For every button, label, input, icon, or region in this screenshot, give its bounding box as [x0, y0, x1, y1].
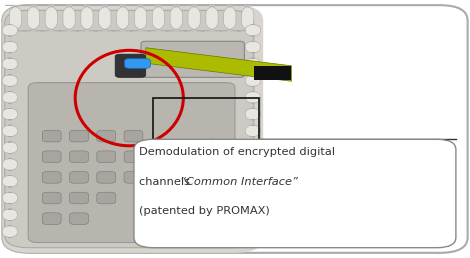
FancyBboxPatch shape: [245, 108, 260, 120]
FancyBboxPatch shape: [237, 5, 258, 31]
FancyBboxPatch shape: [112, 5, 133, 31]
FancyBboxPatch shape: [2, 142, 17, 154]
FancyBboxPatch shape: [97, 151, 116, 163]
FancyBboxPatch shape: [184, 5, 204, 31]
FancyBboxPatch shape: [2, 5, 263, 253]
FancyBboxPatch shape: [245, 226, 260, 237]
FancyBboxPatch shape: [42, 130, 61, 142]
FancyBboxPatch shape: [70, 151, 88, 163]
FancyBboxPatch shape: [94, 5, 115, 31]
FancyBboxPatch shape: [245, 142, 260, 154]
FancyBboxPatch shape: [97, 192, 116, 204]
FancyBboxPatch shape: [70, 192, 88, 204]
FancyBboxPatch shape: [2, 125, 17, 137]
FancyBboxPatch shape: [148, 5, 169, 31]
FancyBboxPatch shape: [2, 25, 17, 36]
FancyBboxPatch shape: [2, 92, 17, 103]
FancyBboxPatch shape: [245, 25, 260, 36]
FancyBboxPatch shape: [5, 10, 254, 248]
FancyBboxPatch shape: [166, 5, 187, 31]
FancyBboxPatch shape: [141, 41, 244, 77]
FancyBboxPatch shape: [245, 58, 260, 70]
FancyBboxPatch shape: [2, 75, 17, 86]
FancyBboxPatch shape: [2, 192, 17, 204]
FancyBboxPatch shape: [2, 159, 17, 170]
FancyBboxPatch shape: [130, 5, 151, 31]
Text: “Common Interface”: “Common Interface”: [180, 177, 298, 187]
FancyBboxPatch shape: [5, 5, 26, 31]
FancyBboxPatch shape: [70, 213, 88, 224]
FancyBboxPatch shape: [245, 41, 260, 53]
FancyBboxPatch shape: [245, 192, 260, 204]
FancyBboxPatch shape: [59, 5, 79, 31]
FancyBboxPatch shape: [42, 192, 61, 204]
FancyBboxPatch shape: [134, 139, 456, 248]
FancyBboxPatch shape: [97, 130, 116, 142]
Text: channels: channels: [139, 177, 193, 187]
FancyBboxPatch shape: [245, 175, 260, 187]
FancyBboxPatch shape: [245, 159, 260, 170]
FancyBboxPatch shape: [2, 175, 17, 187]
FancyBboxPatch shape: [23, 5, 44, 31]
FancyBboxPatch shape: [124, 172, 143, 183]
FancyBboxPatch shape: [2, 108, 17, 120]
FancyBboxPatch shape: [2, 58, 17, 70]
FancyBboxPatch shape: [28, 83, 235, 243]
FancyBboxPatch shape: [70, 130, 88, 142]
FancyBboxPatch shape: [202, 5, 222, 31]
Polygon shape: [254, 66, 291, 80]
FancyBboxPatch shape: [42, 172, 61, 183]
FancyBboxPatch shape: [125, 59, 150, 68]
FancyBboxPatch shape: [245, 125, 260, 137]
FancyBboxPatch shape: [42, 151, 61, 163]
FancyBboxPatch shape: [245, 209, 260, 221]
FancyBboxPatch shape: [124, 151, 143, 163]
FancyBboxPatch shape: [124, 130, 143, 142]
FancyBboxPatch shape: [2, 5, 468, 253]
Text: (patented by PROMAX): (patented by PROMAX): [139, 206, 269, 216]
FancyBboxPatch shape: [97, 172, 116, 183]
FancyBboxPatch shape: [245, 75, 260, 86]
FancyBboxPatch shape: [42, 213, 61, 224]
FancyBboxPatch shape: [77, 5, 97, 31]
FancyBboxPatch shape: [245, 92, 260, 103]
FancyBboxPatch shape: [2, 226, 17, 237]
FancyBboxPatch shape: [2, 41, 17, 53]
FancyBboxPatch shape: [2, 209, 17, 221]
FancyBboxPatch shape: [115, 54, 146, 77]
FancyBboxPatch shape: [41, 5, 62, 31]
FancyBboxPatch shape: [219, 5, 240, 31]
Polygon shape: [146, 48, 291, 81]
Circle shape: [150, 186, 207, 217]
Text: Demodulation of encrypted digital: Demodulation of encrypted digital: [139, 147, 335, 157]
FancyBboxPatch shape: [70, 172, 88, 183]
